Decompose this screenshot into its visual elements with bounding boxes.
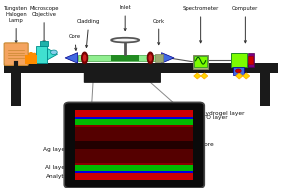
Bar bbox=[75, 127, 193, 141]
Bar bbox=[78, 55, 162, 61]
Bar bbox=[75, 141, 193, 149]
Text: Computer: Computer bbox=[232, 6, 259, 43]
Text: Spectrometer: Spectrometer bbox=[182, 6, 219, 43]
Polygon shape bbox=[201, 73, 208, 79]
FancyBboxPatch shape bbox=[84, 71, 161, 83]
Bar bbox=[75, 171, 193, 173]
Ellipse shape bbox=[149, 54, 152, 61]
Polygon shape bbox=[243, 73, 250, 79]
Circle shape bbox=[51, 50, 57, 55]
Bar bbox=[248, 56, 253, 64]
Bar bbox=[75, 173, 193, 180]
Bar bbox=[75, 119, 193, 125]
Polygon shape bbox=[47, 49, 58, 60]
Text: Al layer: Al layer bbox=[46, 165, 74, 170]
Bar bbox=[248, 53, 254, 67]
Text: Core: Core bbox=[69, 34, 81, 50]
Polygon shape bbox=[65, 53, 78, 63]
Text: Tungsten
Halogen
Lamp: Tungsten Halogen Lamp bbox=[4, 6, 28, 43]
Bar bbox=[233, 67, 244, 75]
Text: Microscope
Objective: Microscope Objective bbox=[29, 6, 59, 43]
Polygon shape bbox=[236, 73, 243, 79]
Text: Core: Core bbox=[194, 143, 214, 147]
Text: Cork: Cork bbox=[153, 19, 165, 45]
Ellipse shape bbox=[81, 52, 88, 64]
Circle shape bbox=[235, 69, 241, 73]
Text: ITO layer: ITO layer bbox=[194, 115, 227, 121]
Bar bbox=[75, 165, 193, 171]
Ellipse shape bbox=[83, 54, 87, 61]
Bar bbox=[231, 53, 247, 67]
Bar bbox=[260, 73, 270, 106]
FancyBboxPatch shape bbox=[4, 43, 28, 65]
Bar bbox=[75, 110, 193, 117]
Bar bbox=[193, 55, 209, 69]
FancyBboxPatch shape bbox=[64, 102, 204, 188]
Text: Cladding: Cladding bbox=[77, 19, 101, 47]
Text: Ag layer: Ag layer bbox=[43, 146, 74, 152]
Bar bbox=[75, 117, 193, 119]
Polygon shape bbox=[25, 56, 37, 64]
Bar bbox=[155, 54, 163, 62]
Polygon shape bbox=[194, 73, 201, 79]
Text: Analyte: Analyte bbox=[46, 174, 74, 179]
Text: Inlet: Inlet bbox=[119, 5, 131, 31]
Bar bbox=[75, 125, 193, 127]
Ellipse shape bbox=[147, 52, 153, 64]
Bar bbox=[194, 56, 207, 67]
Bar bbox=[4, 63, 278, 73]
Bar bbox=[36, 46, 47, 63]
Bar bbox=[11, 73, 21, 106]
Text: Hydrogel layer: Hydrogel layer bbox=[194, 111, 244, 116]
Bar bbox=[40, 41, 48, 46]
Polygon shape bbox=[162, 53, 174, 63]
Ellipse shape bbox=[111, 38, 139, 43]
Bar bbox=[75, 163, 193, 165]
Bar bbox=[75, 149, 193, 163]
Bar bbox=[111, 55, 139, 61]
